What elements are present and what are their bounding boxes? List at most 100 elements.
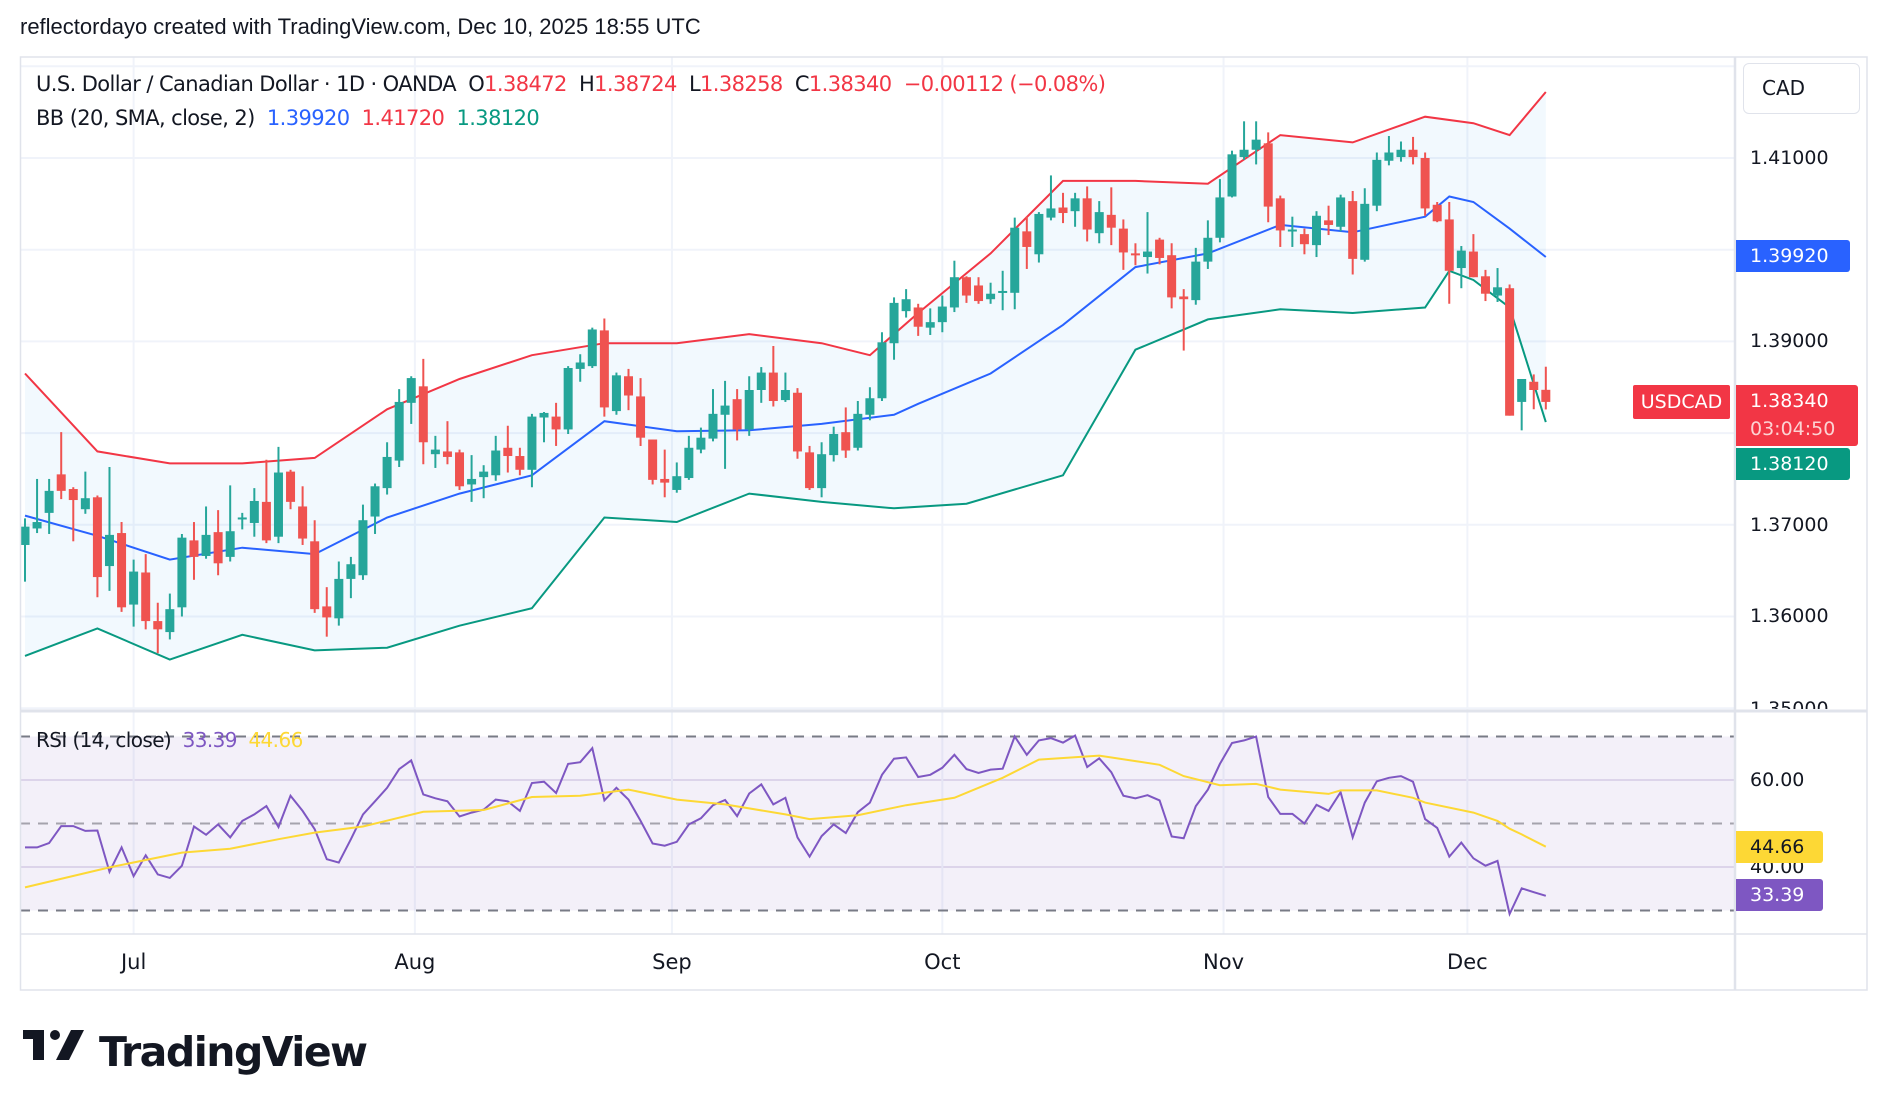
candle-body [539, 412, 549, 418]
candle-body [1167, 255, 1177, 298]
candle [1106, 187, 1116, 246]
candle [1541, 366, 1551, 410]
bb-legend[interactable]: BB (20, SMA, close, 2) 1.39920 1.41720 1… [36, 106, 540, 130]
candle [1432, 202, 1442, 223]
candle-body [491, 450, 501, 476]
candle-body [853, 413, 863, 448]
candle [901, 289, 911, 318]
candle [974, 277, 984, 304]
candle-body [1420, 158, 1430, 209]
candle [1034, 212, 1044, 263]
candle [430, 435, 440, 468]
candle [1118, 219, 1128, 270]
candle [261, 459, 271, 544]
candle-body [744, 390, 754, 430]
candle-body [310, 541, 320, 610]
candle [394, 389, 404, 468]
candle [165, 593, 175, 640]
candle-body [346, 564, 356, 579]
last-price: 1.38340 [1750, 390, 1829, 412]
candle [1299, 228, 1309, 255]
candle-body [829, 434, 839, 456]
candle [865, 387, 875, 421]
candle-body [1480, 276, 1490, 294]
candle [418, 358, 428, 465]
candle [1396, 141, 1406, 162]
candle-body [358, 520, 368, 576]
bar-countdown: 03:04:50 [1750, 418, 1836, 440]
candle-body [1324, 220, 1334, 225]
candle-body [1094, 212, 1104, 234]
candle [491, 435, 501, 481]
candle-body [599, 330, 609, 408]
candle [563, 366, 573, 435]
change-value: −0.00112 (−0.08%) [903, 72, 1106, 96]
candle-body [527, 416, 537, 470]
candle-body [1505, 288, 1515, 416]
candle [1275, 195, 1285, 247]
candle-body [213, 532, 223, 564]
candle-body [1287, 229, 1297, 232]
rsi-ma-line [24, 754, 1547, 889]
rsi-line [25, 734, 1547, 918]
candle [1251, 121, 1261, 165]
candle [1287, 216, 1297, 247]
candle [575, 354, 585, 382]
currency-button[interactable]: CAD [1743, 63, 1860, 114]
tradingview-logo[interactable]: TradingView [23, 1028, 368, 1076]
rsi-legend[interactable]: RSI (14, close) 33.39 44.66 [36, 728, 303, 752]
candle [1179, 289, 1189, 351]
candle [153, 602, 163, 654]
close-value: 1.38340 [808, 72, 892, 96]
symbol-tag: USDCAD [1633, 385, 1730, 419]
candle-body [394, 401, 404, 461]
candle [708, 389, 718, 442]
candle-body [768, 372, 778, 402]
candle [877, 332, 887, 402]
bb-basis-tag: 1.39920 [1736, 240, 1850, 272]
candle [744, 376, 754, 436]
candle [515, 447, 525, 476]
candle [479, 465, 489, 499]
candle-body [1058, 207, 1068, 214]
candle [117, 522, 127, 612]
candle [1493, 268, 1503, 302]
candle-body [165, 609, 175, 633]
candle [587, 327, 597, 368]
candle-body [841, 432, 851, 451]
symbol-title[interactable]: U.S. Dollar / Canadian Dollar · 1D · OAN… [36, 72, 457, 96]
candle [913, 303, 923, 336]
candle-body [551, 416, 561, 430]
rsi-tag: 33.39 [1736, 879, 1823, 911]
candle-body [503, 447, 513, 457]
close-label: C [794, 72, 810, 96]
candle-body [1155, 239, 1165, 258]
symbol-legend: U.S. Dollar / Canadian Dollar · 1D · OAN… [36, 72, 1106, 96]
candle [805, 445, 815, 490]
candle-body [442, 451, 452, 457]
last-price-tag: 1.38340 03:04:50 [1736, 385, 1858, 446]
candle-body [298, 506, 308, 539]
price-tick: 1.41000 [1750, 147, 1829, 169]
candle [817, 442, 827, 498]
candle [1505, 284, 1515, 416]
candle-body [1046, 208, 1056, 218]
candle-body [708, 413, 718, 439]
time-label: Oct [924, 950, 961, 974]
candle-body [177, 537, 187, 608]
candle-body [261, 501, 271, 541]
candle [68, 487, 78, 542]
candle [986, 282, 996, 304]
candle-body [201, 534, 211, 556]
candle [1263, 132, 1273, 223]
candle [925, 308, 935, 335]
candle [189, 522, 199, 580]
candle-body [1408, 149, 1418, 158]
candle-body [720, 405, 730, 415]
time-label: Jul [120, 950, 147, 974]
candle-body [117, 533, 127, 608]
candle-body [563, 367, 573, 430]
candle [1480, 269, 1490, 302]
candle-body [1070, 198, 1080, 212]
